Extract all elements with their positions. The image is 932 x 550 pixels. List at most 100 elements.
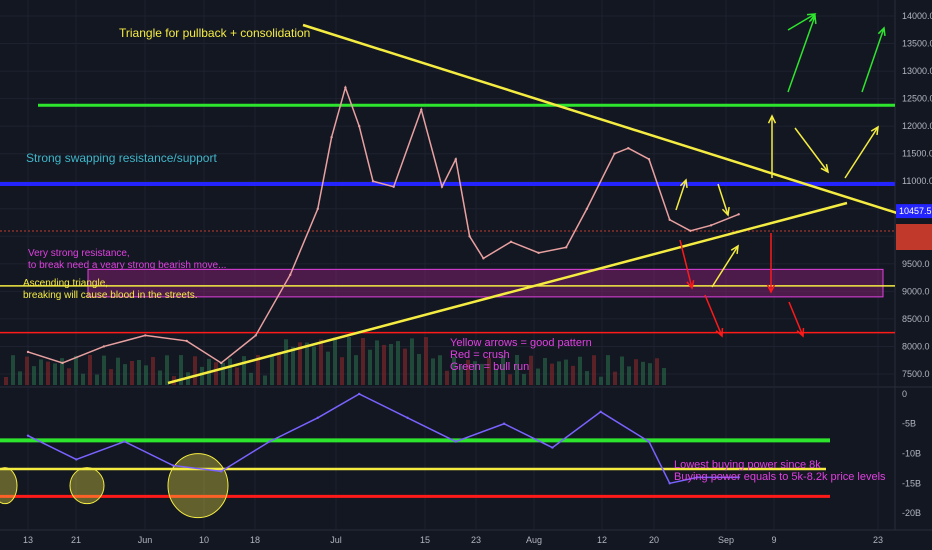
indicator-point bbox=[696, 476, 699, 479]
volume-bar bbox=[592, 355, 596, 385]
price-point bbox=[144, 334, 147, 337]
volume-bar bbox=[375, 340, 379, 385]
price-tick-label: 12500.0 bbox=[902, 94, 932, 104]
volume-bar bbox=[585, 371, 589, 385]
indicator-point bbox=[358, 392, 361, 396]
volume-bar bbox=[459, 365, 463, 385]
volume-bar bbox=[431, 358, 435, 385]
volume-bar bbox=[550, 363, 554, 385]
volume-bar bbox=[312, 346, 316, 385]
yellow-arrow-head bbox=[721, 206, 730, 217]
volume-bar bbox=[627, 366, 631, 385]
time-tick-label: 13 bbox=[23, 535, 33, 545]
volume-bar bbox=[319, 339, 323, 385]
volume-bar bbox=[39, 359, 43, 385]
volume-bar bbox=[235, 367, 239, 385]
yellow-arrow bbox=[675, 179, 687, 211]
volume-bar bbox=[641, 361, 645, 385]
price-tick-label: 13000.0 bbox=[902, 66, 932, 76]
time-tick-label: 10 bbox=[199, 535, 209, 545]
volume-bar bbox=[221, 362, 225, 385]
volume-bar bbox=[508, 374, 512, 385]
price-point bbox=[330, 135, 333, 139]
time-tick-label: 15 bbox=[420, 535, 430, 545]
price-point bbox=[537, 251, 540, 255]
green-arrow-head bbox=[877, 26, 886, 37]
volume-bar bbox=[116, 357, 120, 385]
volume-bar bbox=[564, 359, 568, 385]
red-arrow bbox=[788, 301, 804, 337]
red-price-box bbox=[896, 224, 932, 250]
volume-bar bbox=[361, 338, 365, 385]
annotation-swap: Strong swapping resistance/support bbox=[26, 151, 217, 165]
red-arrow-head bbox=[686, 280, 695, 290]
volume-bar bbox=[578, 356, 582, 385]
price-point bbox=[613, 152, 616, 155]
yellow-arrow-head bbox=[767, 114, 777, 124]
volume-bar bbox=[662, 368, 666, 385]
volume-bar bbox=[214, 362, 218, 385]
volume-bar bbox=[74, 355, 78, 385]
volume-bar bbox=[277, 351, 281, 385]
price-point bbox=[344, 86, 347, 89]
volume-bar bbox=[298, 342, 302, 385]
price-point bbox=[61, 361, 64, 365]
volume-bar bbox=[466, 359, 470, 385]
volume-bar bbox=[25, 356, 29, 385]
time-tick-label: Jun bbox=[138, 535, 153, 545]
volume-bar bbox=[263, 375, 267, 385]
volume-bar bbox=[291, 346, 295, 385]
volume-bar bbox=[634, 359, 638, 385]
time-tick-label: 20 bbox=[649, 535, 659, 545]
time-tick-label: 12 bbox=[597, 535, 607, 545]
volume-bar bbox=[354, 355, 358, 385]
volume-bar bbox=[95, 374, 99, 385]
price-point bbox=[371, 180, 375, 183]
yellow-arrow-head bbox=[820, 164, 830, 174]
volume-bar bbox=[487, 357, 491, 385]
volume-bar bbox=[179, 355, 183, 385]
time-tick-label: 23 bbox=[471, 535, 481, 545]
price-point bbox=[392, 185, 395, 188]
volume-bar bbox=[242, 356, 246, 385]
green-arrow bbox=[787, 15, 816, 93]
red-arrow-head bbox=[796, 327, 805, 338]
red-arrow bbox=[704, 294, 723, 337]
time-tick-label: 9 bbox=[771, 535, 776, 545]
yellow-arrow bbox=[711, 245, 739, 288]
volume-bar bbox=[18, 371, 22, 385]
volume-bar bbox=[655, 358, 659, 385]
volume-bar bbox=[200, 366, 204, 385]
volume-bar bbox=[102, 355, 106, 385]
current-price-label: 10457.5 bbox=[899, 206, 932, 216]
price-tick-label: 8500.0 bbox=[902, 314, 930, 324]
volume-bar bbox=[144, 365, 148, 385]
volume-bar bbox=[417, 353, 421, 385]
volume-bar bbox=[11, 355, 15, 385]
green-arrow bbox=[861, 27, 885, 93]
red-arrow bbox=[679, 239, 693, 289]
red-arrow-head bbox=[766, 284, 776, 294]
indicator-tick-label: -15B bbox=[902, 478, 921, 488]
volume-bar bbox=[256, 355, 260, 385]
annotation-resistance: Very strong resistance, to break need a … bbox=[28, 248, 227, 271]
price-tick-label: 9500.0 bbox=[902, 259, 930, 269]
price-tick-label: 13500.0 bbox=[902, 39, 932, 49]
volume-bar bbox=[326, 351, 330, 385]
yellow-arrow bbox=[717, 183, 729, 216]
volume-bar bbox=[123, 364, 127, 385]
price-point bbox=[102, 345, 106, 348]
price-point bbox=[565, 246, 568, 249]
volume-bar bbox=[305, 342, 309, 385]
annotation-legend: Yellow arrows = good pattern Red = crush… bbox=[450, 337, 592, 373]
volume-bar bbox=[613, 371, 617, 385]
price-point bbox=[454, 158, 457, 161]
indicator-tick-label: 0 bbox=[902, 389, 907, 399]
volume-bar bbox=[543, 357, 547, 385]
volume-bar bbox=[438, 355, 442, 385]
indicator-point bbox=[454, 440, 457, 443]
green-arrow bbox=[787, 13, 816, 31]
price-point bbox=[185, 339, 188, 343]
annotation-triangle: Triangle for pullback + consolidation bbox=[119, 26, 311, 40]
